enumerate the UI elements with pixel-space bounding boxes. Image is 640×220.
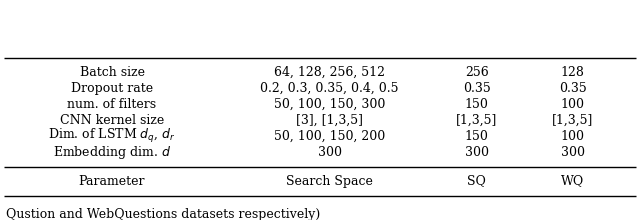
- Text: 100: 100: [561, 97, 585, 110]
- Text: CNN kernel size: CNN kernel size: [60, 114, 164, 126]
- Text: 0.35: 0.35: [463, 81, 491, 95]
- Text: [3], [1,3,5]: [3], [1,3,5]: [296, 114, 363, 126]
- Text: num. of filters: num. of filters: [67, 97, 157, 110]
- Text: 150: 150: [465, 97, 489, 110]
- Text: WQ: WQ: [561, 174, 584, 187]
- Text: 128: 128: [561, 66, 585, 79]
- Text: 50, 100, 150, 300: 50, 100, 150, 300: [274, 97, 385, 110]
- Text: Parameter: Parameter: [79, 174, 145, 187]
- Text: SQ: SQ: [467, 174, 486, 187]
- Text: 0.2, 0.3, 0.35, 0.4, 0.5: 0.2, 0.3, 0.35, 0.4, 0.5: [260, 81, 399, 95]
- Text: 50, 100, 150, 200: 50, 100, 150, 200: [274, 130, 385, 143]
- Text: Search Space: Search Space: [286, 174, 373, 187]
- Text: Dim. of LSTM $d_q$, $d_r$: Dim. of LSTM $d_q$, $d_r$: [48, 127, 176, 145]
- Text: Dropout rate: Dropout rate: [71, 81, 153, 95]
- Text: 150: 150: [465, 130, 489, 143]
- Text: Embedding dim. $d$: Embedding dim. $d$: [53, 143, 171, 161]
- Text: 256: 256: [465, 66, 489, 79]
- Text: 100: 100: [561, 130, 585, 143]
- Text: 300: 300: [561, 145, 585, 158]
- Text: [1,3,5]: [1,3,5]: [552, 114, 593, 126]
- Text: Qustion and WebQuestions datasets respectively): Qustion and WebQuestions datasets respec…: [6, 208, 320, 220]
- Text: 300: 300: [465, 145, 489, 158]
- Text: [1,3,5]: [1,3,5]: [456, 114, 497, 126]
- Text: Batch size: Batch size: [79, 66, 145, 79]
- Text: 64, 128, 256, 512: 64, 128, 256, 512: [274, 66, 385, 79]
- Text: 0.35: 0.35: [559, 81, 587, 95]
- Text: 300: 300: [317, 145, 342, 158]
